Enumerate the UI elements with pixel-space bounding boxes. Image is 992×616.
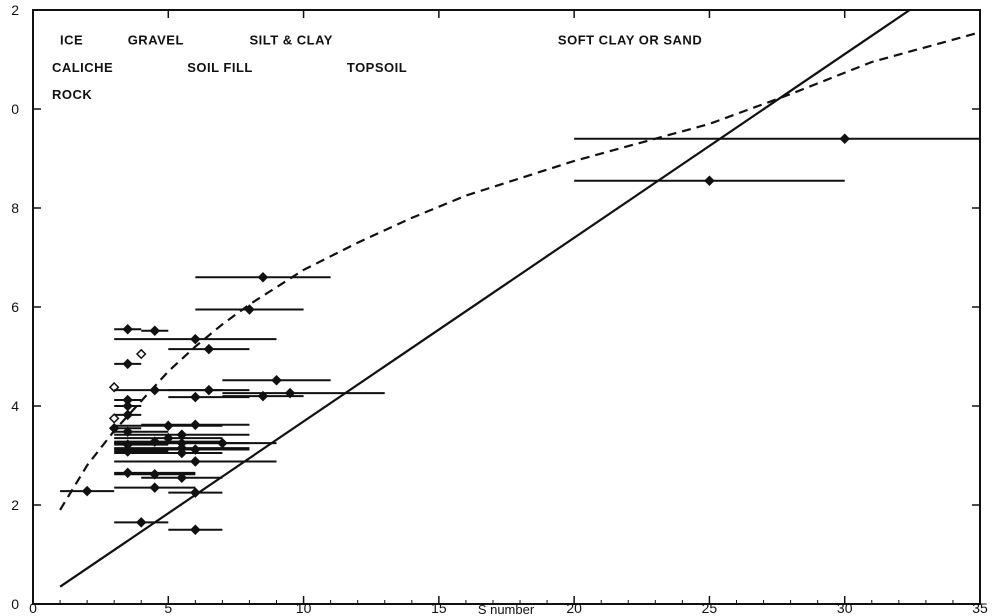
data-point [135,517,147,528]
annotation-label: SOFT CLAY OR SAND [558,33,702,48]
x-tick-label: 0 [29,600,37,616]
data-point [839,133,850,144]
y-tick-label: 0 [11,101,19,117]
x-axis-label: S number [478,602,535,616]
data-point [190,487,201,498]
open-data-point [108,413,120,424]
annotation-label: CALICHE [52,60,113,75]
data-point [81,485,93,497]
data-point [190,333,201,345]
annotation-label: GRAVEL [128,33,184,48]
y-tick-label: 4 [11,398,19,414]
x-tick-label: 35 [972,600,988,616]
x-tick-label: 25 [702,600,718,616]
annotation-label: TOPSOIL [347,60,407,75]
annotations: ICE GRAVEL SILT & CLAY SOFT CLAY OR SAND CAL… [52,33,702,102]
data-point [203,343,215,355]
data-point [190,456,201,467]
data-point [257,272,269,283]
data-point [149,482,161,493]
x-tick-label: 20 [566,600,582,616]
data-point [122,400,133,412]
data-point [149,384,161,396]
y-tick-label: 2 [11,497,19,513]
data-point [257,390,269,402]
data-point [122,324,133,335]
open-data-point [135,348,147,360]
plot-frame [32,9,981,605]
annotation-label: SILT & CLAY [249,33,333,48]
data-point [122,467,133,479]
annotation-label: ROCK [52,87,92,102]
data-point [704,175,715,187]
x-tick-label: 5 [164,600,172,616]
data-point [244,304,255,315]
y-tick-label: 2 [11,2,19,18]
dashed-curve [59,31,980,511]
open-data-point [108,381,120,393]
annotation-label: SOIL FILL [187,60,253,75]
y-tick-label: 6 [11,299,19,315]
data-point [149,325,161,337]
data-point [163,420,174,432]
data-points [60,133,980,536]
solid-line [59,10,911,588]
y-tick-label: 8 [11,200,19,216]
data-point [122,409,133,421]
x-tick-label: 15 [431,600,447,616]
data-point [122,358,133,370]
data-point [176,447,188,459]
data-point [217,437,228,449]
y-tick-label: 0 [11,596,19,612]
x-tick-label: 10 [296,600,312,616]
data-point [271,374,282,386]
annotation-label: ICE [60,33,83,48]
data-point [190,524,201,536]
data-point [190,391,201,403]
fit-lines [59,10,980,588]
data-point [203,384,215,396]
x-tick-label: 30 [837,600,853,616]
axis-ticks: 0 5 10 15 20 25 30 35 0 2 4 6 8 0 2 [11,2,988,616]
data-point [176,472,188,484]
